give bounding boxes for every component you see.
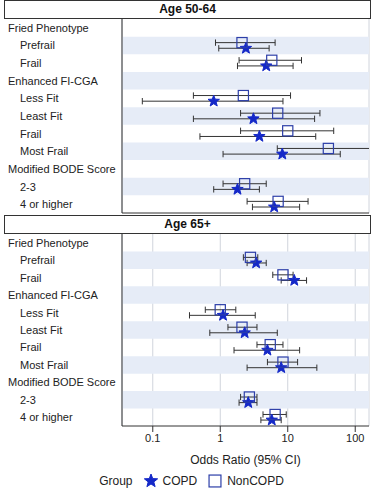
svg-text:Enhanced FI-CGA: Enhanced FI-CGA [8,289,99,301]
svg-text:Prefrail: Prefrail [20,39,55,51]
svg-text:Frail: Frail [20,272,41,284]
svg-text:2-3: 2-3 [20,394,36,406]
svg-text:100: 100 [346,432,364,444]
svg-text:Frail: Frail [20,57,41,69]
svg-text:1: 1 [217,432,223,444]
svg-text:Modified BODE Score: Modified BODE Score [8,376,116,388]
svg-text:Most Frail: Most Frail [20,359,68,371]
html-text:NonCOPD: NonCOPD [227,474,284,488]
svg-text:Prefrail: Prefrail [20,254,55,266]
svg-text:Frail: Frail [20,128,41,140]
html-text:Age 50-64: Age 50-64 [159,2,216,16]
svg-text:Odds Ratio (95% CI): Odds Ratio (95% CI) [190,453,301,467]
svg-text:4 or higher: 4 or higher [20,411,73,423]
svg-text:Least Fit: Least Fit [20,110,62,122]
svg-text:Enhanced FI-CGA: Enhanced FI-CGA [8,75,99,87]
svg-text:Frail: Frail [20,341,41,353]
html-text:Group: Group [99,474,133,488]
svg-text:10: 10 [282,432,294,444]
svg-text:0.1: 0.1 [145,432,160,444]
svg-text:Less Fit: Less Fit [20,92,59,104]
svg-text:Modified BODE Score: Modified BODE Score [8,163,116,175]
svg-text:4 or higher: 4 or higher [20,198,73,210]
svg-text:Most Frail: Most Frail [20,145,68,157]
svg-text:Less Fit: Less Fit [20,307,59,319]
html-text:COPD: COPD [162,474,198,488]
html-text:Age 65+: Age 65+ [164,217,211,231]
svg-text:2-3: 2-3 [20,181,36,193]
svg-text:Least Fit: Least Fit [20,324,62,336]
svg-text:Fried Phenotype: Fried Phenotype [8,22,89,34]
svg-text:Fried Phenotype: Fried Phenotype [8,237,89,249]
